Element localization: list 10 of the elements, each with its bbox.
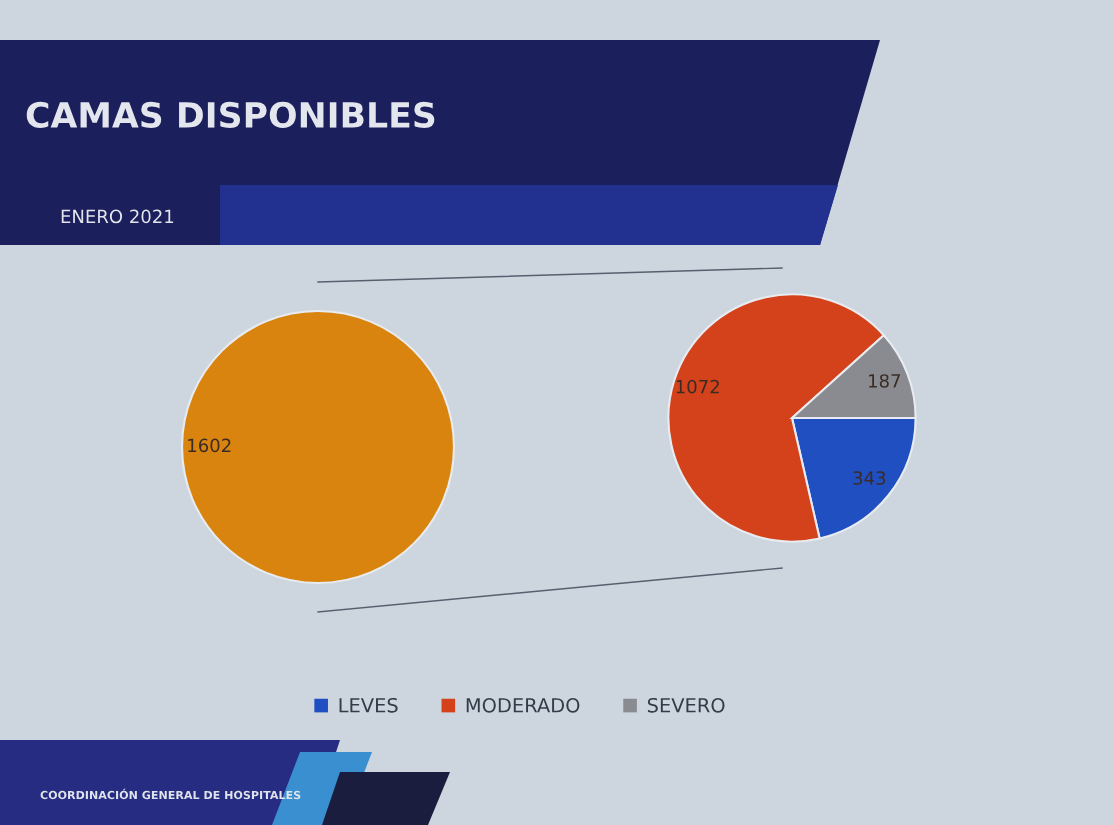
chart-title: CAMAS DISPONIBLES bbox=[26, 101, 435, 129]
data-label: 187 bbox=[869, 374, 900, 388]
chart-subtitle: ENERO 2021 bbox=[61, 209, 174, 224]
legend-label: LEVES bbox=[339, 697, 398, 713]
text: COORDINACIÓN GENERAL DE HOSPITALES bbox=[40, 788, 301, 800]
legend-label: SEVERO bbox=[647, 697, 725, 713]
data-label: 343 bbox=[853, 471, 886, 485]
data-label: 1602 bbox=[188, 438, 231, 453]
data-label: 1072 bbox=[676, 379, 719, 394]
legend-label: MODERADO bbox=[466, 697, 580, 713]
